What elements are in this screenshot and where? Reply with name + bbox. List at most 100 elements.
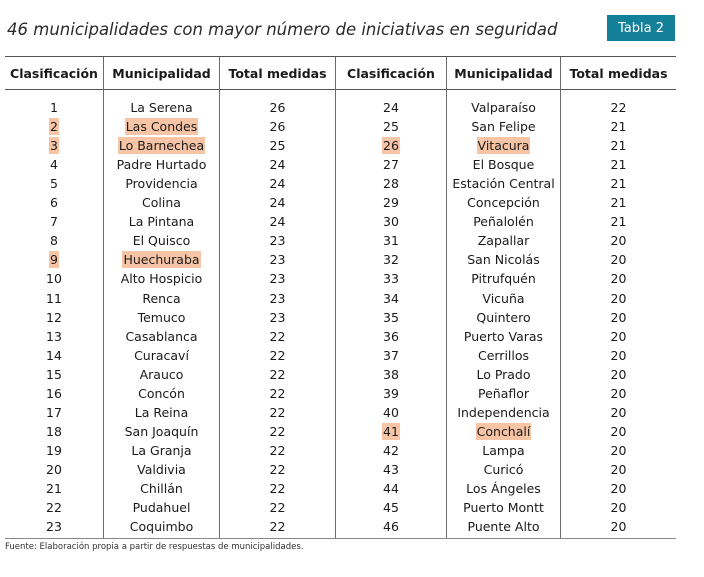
cell-text: 20 xyxy=(610,405,627,420)
cell-text: Temuco xyxy=(137,310,186,325)
cell-text: 15 xyxy=(46,367,62,382)
table-cell-rank: 34 xyxy=(336,289,446,308)
table-cell-rank: 19 xyxy=(5,441,103,460)
table-cell-name: Valdivia xyxy=(104,460,219,479)
cell-text: Zapallar xyxy=(477,233,530,248)
cell-text: 22 xyxy=(269,405,286,420)
table-cell-rank: 4 xyxy=(5,155,103,174)
cell-text: 21 xyxy=(610,195,627,210)
cell-text: Colina xyxy=(142,195,181,210)
table-cell-rank: 2 xyxy=(5,117,103,136)
table-cell-rank: 30 xyxy=(336,212,446,231)
table-cell-name: Cerrillos xyxy=(447,346,560,365)
cell-text: Vitacura xyxy=(476,137,531,154)
column-divider xyxy=(219,57,220,538)
cell-text: 23 xyxy=(46,519,62,534)
table-cell-total: 20 xyxy=(561,250,676,269)
cell-text: 26 xyxy=(269,119,286,134)
table-cell-total: 20 xyxy=(561,269,676,288)
table-cell-name: La Reina xyxy=(104,403,219,422)
table-cell-rank: 7 xyxy=(5,212,103,231)
cell-text: 22 xyxy=(269,481,286,496)
cell-text: 20 xyxy=(610,386,627,401)
table-cell-total: 21 xyxy=(561,136,676,155)
cell-text: Puerto Varas xyxy=(463,329,544,344)
table-cell-rank: 11 xyxy=(5,289,103,308)
cell-text: 42 xyxy=(383,443,399,458)
cell-text: 26 xyxy=(382,137,400,154)
cell-text: Cerrillos xyxy=(477,348,530,363)
table-cell-total: 21 xyxy=(561,174,676,193)
table-cell-name: Las Condes xyxy=(104,117,219,136)
table-cell-name: El Quisco xyxy=(104,231,219,250)
cell-text: 22 xyxy=(46,500,62,515)
cell-text: El Bosque xyxy=(472,157,535,172)
cell-text: 19 xyxy=(46,443,62,458)
cell-text: 22 xyxy=(269,500,286,515)
column-divider xyxy=(446,57,447,538)
cell-text: 20 xyxy=(610,233,627,248)
cell-text: 21 xyxy=(610,157,627,172)
header-total-medidas-right: Total medidas xyxy=(569,65,668,81)
table-cell-name: Puerto Varas xyxy=(447,327,560,346)
table-cell-name: Quintero xyxy=(447,308,560,327)
table-cell-name: San Joaquín xyxy=(104,422,219,441)
column-divider xyxy=(335,57,336,538)
cell-text: 43 xyxy=(383,462,399,477)
table-cell-name: Chillán xyxy=(104,479,219,498)
table-cell-name: El Bosque xyxy=(447,155,560,174)
cell-text: La Serena xyxy=(130,100,193,115)
table-cell-total: 21 xyxy=(561,193,676,212)
cell-text: 22 xyxy=(269,367,286,382)
table-cell-total: 21 xyxy=(561,117,676,136)
cell-text: Valparaíso xyxy=(471,100,536,115)
cell-text: Peñalolén xyxy=(473,214,534,229)
cell-text: La Reina xyxy=(134,405,189,420)
table-cell-name: La Granja xyxy=(104,441,219,460)
cell-text: 21 xyxy=(46,481,62,496)
table-cell-rank: 16 xyxy=(5,384,103,403)
table-cell-rank: 18 xyxy=(5,422,103,441)
table-cell-total: 23 xyxy=(220,231,335,250)
cell-text: 20 xyxy=(610,329,627,344)
cell-text: San Nicolás xyxy=(467,252,540,267)
header-municipalidad-right: Municipalidad xyxy=(454,65,553,81)
cell-text: 32 xyxy=(383,252,399,267)
table-cell-total: 22 xyxy=(561,98,676,117)
table-cell-rank: 43 xyxy=(336,460,446,479)
table-cell-name: Puerto Montt xyxy=(447,498,560,517)
table-cell-total: 24 xyxy=(220,193,335,212)
table-cell-total: 20 xyxy=(561,441,676,460)
table-cell-rank: 14 xyxy=(5,346,103,365)
table-cell-rank: 45 xyxy=(336,498,446,517)
cell-text: 2 xyxy=(49,118,59,135)
cell-text: Conchalí xyxy=(475,423,532,440)
table-cell-rank: 46 xyxy=(336,517,446,536)
table-cell-name: Estación Central xyxy=(447,174,560,193)
table-cell-rank: 36 xyxy=(336,327,446,346)
cell-text: Estación Central xyxy=(452,176,555,191)
table-cell-rank: 23 xyxy=(5,517,103,536)
cell-text: 18 xyxy=(46,424,62,439)
cell-text: 25 xyxy=(269,138,286,153)
cell-text: 22 xyxy=(610,100,627,115)
table-cell-rank: 10 xyxy=(5,269,103,288)
cell-text: 20 xyxy=(610,481,627,496)
table-cell-total: 20 xyxy=(561,498,676,517)
cell-text: 24 xyxy=(269,214,286,229)
cell-text: La Granja xyxy=(131,443,192,458)
cell-text: 1 xyxy=(50,100,58,115)
cell-text: 24 xyxy=(269,157,286,172)
header-total-medidas: Total medidas xyxy=(228,65,327,81)
cell-text: 21 xyxy=(610,214,627,229)
table-cell-total: 25 xyxy=(220,136,335,155)
table-cell-name: Huechuraba xyxy=(104,250,219,269)
table-cell-total: 21 xyxy=(561,155,676,174)
table-cell-name: Curacaví xyxy=(104,346,219,365)
cell-text: 23 xyxy=(269,291,286,306)
table-header-rule xyxy=(5,89,676,90)
cell-text: 22 xyxy=(269,424,286,439)
table-cell-name: Los Ángeles xyxy=(447,479,560,498)
table-cell-rank: 12 xyxy=(5,308,103,327)
cell-text: Las Condes xyxy=(124,118,199,135)
